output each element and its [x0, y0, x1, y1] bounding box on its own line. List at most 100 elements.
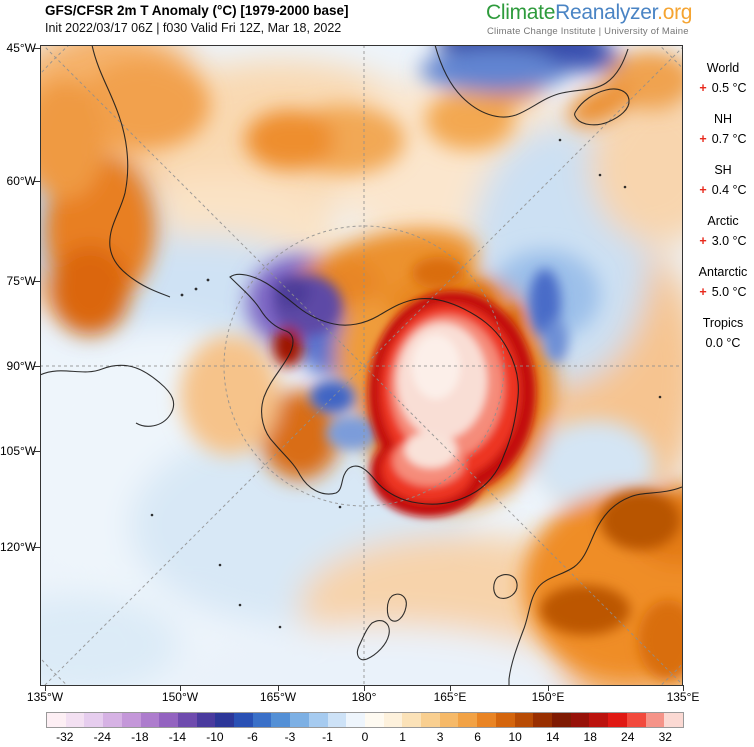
- colorbar-tick-label: 14: [545, 730, 560, 744]
- x-axis-tick: [683, 685, 684, 691]
- colorbar-segment: [439, 713, 459, 727]
- colorbar-segment: [664, 713, 683, 727]
- colorbar-segment: [290, 713, 309, 727]
- colorbar-segment: [458, 713, 478, 727]
- y-axis-tick: [33, 451, 40, 452]
- colorbar-segment: [252, 713, 272, 727]
- x-axis-tick: [450, 685, 451, 691]
- stat-world: World +0.5 °C: [692, 60, 754, 96]
- y-axis-tick: [33, 547, 40, 548]
- x-axis-label: 165°W: [259, 690, 297, 704]
- colorbar-tick-label: -10: [206, 730, 224, 744]
- colorbar-segment: [121, 713, 141, 727]
- y-axis-label: 75°W: [6, 274, 36, 288]
- heatwave-anomaly-blob: [368, 291, 536, 517]
- y-axis-label: 120°W: [0, 540, 37, 554]
- colorbar-segment: [495, 713, 515, 727]
- stat-value-text: 0.5 °C: [711, 81, 747, 95]
- colorbar: [46, 712, 684, 728]
- y-axis-label: 60°W: [6, 174, 36, 188]
- stat-label: Tropics: [702, 316, 744, 330]
- stat-tropics: Tropics 0.0 °C: [692, 315, 754, 351]
- stat-value-text: 3.0 °C: [711, 234, 747, 248]
- colorbar-segment: [533, 713, 552, 727]
- colorbar-segment: [645, 713, 665, 727]
- colorbar-tick-label: 32: [658, 730, 672, 744]
- x-axis-label: 135°E: [666, 690, 700, 704]
- stat-label: NH: [713, 112, 733, 126]
- y-axis-tick: [33, 181, 40, 182]
- colorbar-segment: [626, 713, 646, 727]
- stat-sh: SH +0.4 °C: [692, 162, 754, 198]
- south-america-border: [40, 364, 175, 427]
- x-axis-tick: [45, 685, 46, 691]
- stat-label: Antarctic: [698, 265, 748, 279]
- colorbar-segment: [421, 713, 440, 727]
- stat-value: +3.0 °C: [692, 233, 754, 249]
- colorbar-segment: [103, 713, 122, 727]
- antarctica-coastline: [229, 273, 519, 505]
- forecast-init-subtitle: Init 2022/03/17 06Z | f030 Valid Fri 12Z…: [45, 21, 342, 35]
- y-axis-tick: [33, 366, 40, 367]
- plus-sign: +: [699, 132, 707, 146]
- x-axis-label: 150°W: [161, 690, 199, 704]
- coastlines: [40, 45, 683, 686]
- x-axis-label: 165°E: [433, 690, 467, 704]
- colorbar-segment: [308, 713, 328, 727]
- colorbar-tick-label: 1: [399, 730, 406, 744]
- y-axis-tick: [33, 281, 40, 282]
- logo-part-climate: Climate: [486, 1, 556, 24]
- africa-coastline: [434, 45, 629, 118]
- y-axis-tick: [33, 48, 40, 49]
- colorbar-tick-label: 6: [474, 730, 481, 744]
- colorbar-segment: [65, 713, 85, 727]
- y-axis-label: 90°W: [6, 359, 36, 373]
- plus-sign: +: [699, 234, 707, 248]
- stat-value: +0.5 °C: [692, 80, 754, 96]
- new-zealand-south-island: [356, 620, 390, 661]
- south-america-coastline: [91, 45, 171, 298]
- anomaly-map-svg: [40, 45, 683, 686]
- colorbar-segment: [551, 713, 571, 727]
- colorbar-tick-label: 24: [621, 730, 635, 744]
- australia-coastline: [508, 486, 683, 686]
- colorbar-segment: [346, 713, 365, 727]
- colorbar-segment: [608, 713, 627, 727]
- colorbar-tick-label: 0: [361, 730, 369, 744]
- colorbar-tick-label: -3: [284, 730, 296, 744]
- colorbar-tick-label: -32: [56, 730, 74, 744]
- logo-part-reanalyzer: Reanalyzer: [555, 1, 658, 24]
- stat-arctic: Arctic +3.0 °C: [692, 213, 754, 249]
- stat-value-text: 0.4 °C: [711, 183, 747, 197]
- colorbar-segment: [196, 713, 216, 727]
- logo-part-org: .org: [657, 1, 693, 24]
- colorbar-segment: [84, 713, 104, 727]
- colorbar-segment: [477, 713, 496, 727]
- tasmania-coastline: [493, 574, 518, 599]
- x-axis-tick: [364, 685, 365, 691]
- stat-label: Arctic: [707, 214, 739, 228]
- colorbar-segment: [234, 713, 253, 727]
- colorbar-segment: [327, 713, 347, 727]
- colorbar-segment: [47, 713, 66, 727]
- stat-value: 0.0 °C: [692, 335, 754, 351]
- colorbar-segment: [177, 713, 197, 727]
- stat-label: World: [706, 61, 740, 75]
- anomaly-map: [40, 45, 683, 686]
- y-axis-label: 45°W: [6, 41, 36, 55]
- colorbar-segment: [140, 713, 160, 727]
- logo-tagline: Climate Change Institute | University of…: [487, 26, 689, 37]
- colorbar-segment: [402, 713, 422, 727]
- colorbar-tick-label: -1: [322, 730, 333, 744]
- x-axis-tick: [278, 685, 279, 691]
- stat-nh: NH +0.7 °C: [692, 111, 754, 147]
- colorbar-tick-label: 10: [508, 730, 522, 744]
- climate-reanalyzer-logo[interactable]: ClimateReanalyzer.org: [486, 1, 692, 25]
- x-axis-label: 150°E: [531, 690, 565, 704]
- stat-label: SH: [714, 163, 732, 177]
- plus-sign: +: [699, 285, 707, 299]
- colorbar-tick-label: -6: [247, 730, 258, 744]
- plus-sign: +: [699, 183, 707, 197]
- graticule: [40, 45, 683, 686]
